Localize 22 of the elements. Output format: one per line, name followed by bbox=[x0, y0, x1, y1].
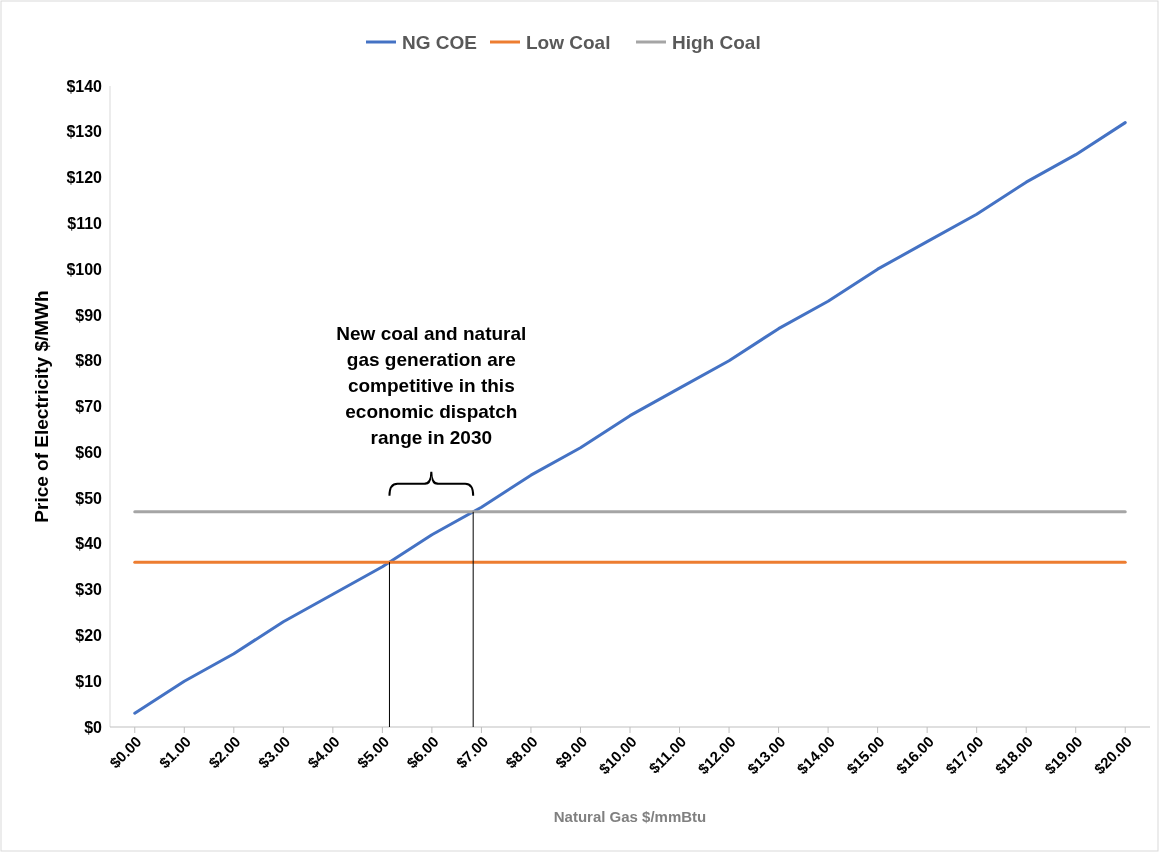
annotation: New coal and natural gas generation are competitive in this economic dispatch range in 2030 bbox=[336, 322, 527, 448]
y-tick-label: $130 bbox=[66, 123, 103, 141]
y-tick-label: $10 bbox=[75, 672, 103, 690]
y-tick-label: $70 bbox=[75, 398, 103, 416]
legend-label: High Coal bbox=[672, 31, 761, 53]
y-tick-label: $120 bbox=[66, 169, 103, 187]
y-tick-label: $20 bbox=[75, 627, 103, 645]
y-tick-label: $60 bbox=[75, 443, 103, 461]
y-tick-label: $110 bbox=[67, 214, 103, 232]
y-tick-label: $50 bbox=[75, 489, 103, 507]
y-tick-label: $30 bbox=[75, 581, 103, 599]
y-tick-label: $0 bbox=[84, 718, 103, 736]
y-axis-title: Price of Electricity $/MWh bbox=[31, 290, 52, 523]
y-tick-label: $140 bbox=[66, 77, 103, 95]
legend-label: Low Coal bbox=[526, 31, 611, 53]
y-tick-label: $100 bbox=[66, 260, 103, 278]
y-tick-label: $80 bbox=[75, 352, 103, 370]
x-axis-title: Natural Gas $/mmBtu bbox=[553, 808, 707, 825]
line-series bbox=[133, 121, 1127, 715]
y-tick-label: $90 bbox=[75, 306, 103, 324]
y-tick-label: $40 bbox=[75, 535, 103, 553]
legend-label: NG COE bbox=[402, 31, 477, 53]
